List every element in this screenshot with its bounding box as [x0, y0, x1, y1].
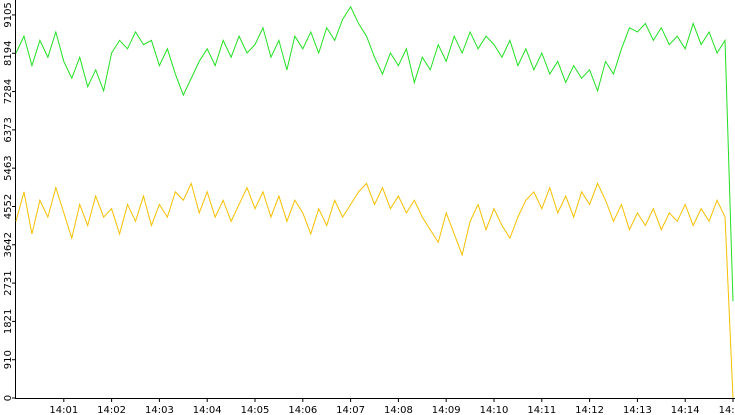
y-tick-label: 2731 [3, 270, 14, 295]
x-tick-label: 14:07 [336, 405, 365, 415]
x-tick-label: 14:11 [527, 405, 556, 415]
x-tick-label: 14:05 [241, 405, 270, 415]
x-tick-label: 14:13 [623, 405, 652, 415]
x-tick-label: 14:10 [480, 405, 509, 415]
series-line [15, 5, 734, 302]
x-tick-label: 14:03 [145, 405, 174, 415]
x-tick-label: 14:06 [288, 405, 317, 415]
x-tick-label: 14:04 [193, 405, 222, 415]
x-tick-label: 14:01 [49, 405, 78, 415]
y-tick-label: 8194 [3, 41, 14, 66]
y-tick-label: 9105 [3, 2, 14, 27]
y-tick-label: 0 [3, 395, 14, 401]
x-tick-label: 14:02 [97, 405, 126, 415]
y-tick-label: 7284 [3, 79, 14, 104]
y-tick-label: 5463 [3, 155, 14, 180]
y-tick-label: 4552 [3, 194, 14, 219]
y-tick-label: 3642 [3, 232, 14, 257]
y-tick-label: 1821 [3, 309, 14, 334]
x-tick-label: 14:12 [575, 405, 604, 415]
x-tick-label: 14:08 [384, 405, 413, 415]
series-line [15, 181, 734, 399]
y-tick-label: 6373 [3, 117, 14, 142]
x-tick-label: 14:15 [719, 405, 735, 415]
x-tick-label: 14:09 [432, 405, 461, 415]
x-tick-label: 14:14 [671, 405, 700, 415]
y-tick-label: 910 [3, 350, 14, 369]
